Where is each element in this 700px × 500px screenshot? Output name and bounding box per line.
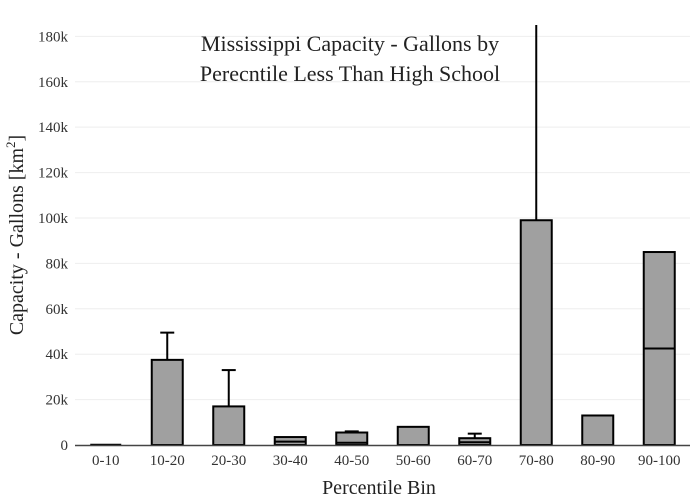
chart-title-line-1: Mississippi Capacity - Gallons by [201, 31, 499, 56]
bar-50-60 [396, 425, 430, 446]
x-tick-label: 90-100 [638, 453, 681, 469]
x-tick-label: 10-20 [150, 453, 185, 469]
bar-20-30 [212, 405, 246, 446]
bar-80-90 [581, 414, 615, 446]
bar-70-80 [519, 219, 553, 446]
error-bars [160, 25, 538, 439]
y-tick-label: 20k [46, 393, 69, 409]
y-tick-label: 0 [61, 438, 69, 454]
chart-title-line-2: Perecntile Less Than High School [200, 61, 500, 86]
x-tick-label: 50-60 [396, 453, 431, 469]
y-axis-title-end: ] [6, 135, 28, 142]
x-tick-label: 30-40 [273, 453, 308, 469]
bars-layer [90, 219, 676, 447]
x-tick-labels: 0-10 10-20 20-30 30-40 40-50 50-60 60-70 70-80 8… [92, 453, 681, 469]
bar-10-20 [150, 358, 184, 446]
y-tick-label: 40k [46, 347, 69, 363]
x-tick-label: 40-50 [334, 453, 369, 469]
y-axis-title: Capacity - Gallons [km2] [3, 135, 28, 335]
y-tick-label: 100k [38, 211, 69, 227]
grid-layer [75, 35, 690, 401]
x-tick-label: 80-90 [580, 453, 615, 469]
y-tick-label: 60k [46, 302, 69, 318]
y-axis-title-superscript: 2 [3, 141, 18, 148]
x-tick-label: 70-80 [519, 453, 554, 469]
x-tick-label: 20-30 [211, 453, 246, 469]
y-tick-label: 120k [38, 166, 69, 182]
x-tick-label: 60-70 [457, 453, 492, 469]
x-axis-title: Percentile Bin [322, 477, 436, 499]
y-tick-label: 140k [38, 120, 69, 136]
y-tick-labels: 0 20k 40k 60k 80k 100k 120k 140k 160k 180k [38, 29, 69, 454]
y-tick-label: 180k [38, 29, 69, 45]
y-tick-label: 80k [46, 256, 69, 272]
x-tick-label: 0-10 [92, 453, 120, 469]
y-tick-label: 160k [38, 75, 69, 91]
y-axis-title-main: Capacity - Gallons [km [6, 148, 28, 336]
